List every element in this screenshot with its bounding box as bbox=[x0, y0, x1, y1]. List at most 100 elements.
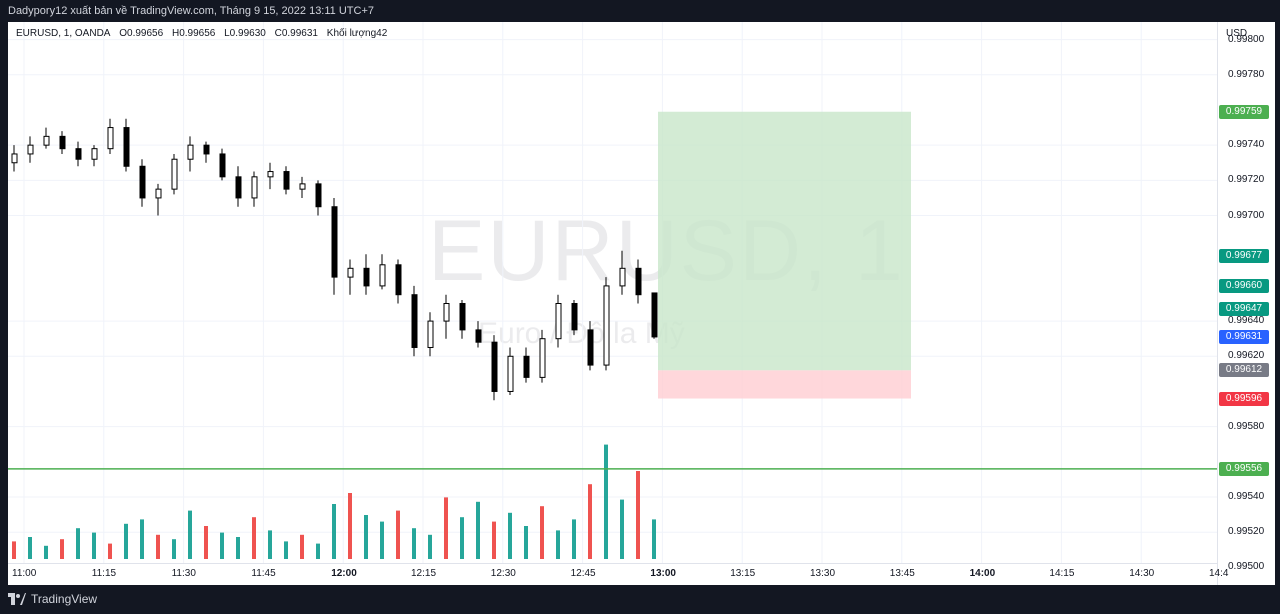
volume-bar bbox=[92, 532, 96, 559]
candle-body bbox=[283, 171, 290, 190]
volume-bar bbox=[524, 526, 528, 559]
currency-label: USD bbox=[1226, 28, 1248, 39]
time-tick-label: 14:15 bbox=[1049, 568, 1075, 579]
volume-bar bbox=[60, 539, 64, 559]
candle-body bbox=[315, 183, 322, 208]
time-tick-label: 12:30 bbox=[490, 568, 516, 579]
time-tick-label: 13:30 bbox=[810, 568, 836, 579]
volume-bar bbox=[204, 526, 208, 559]
price-label: 0.99556 bbox=[1219, 461, 1269, 476]
time-tick-label: 11:00 bbox=[12, 568, 37, 579]
time-axis[interactable]: 11:00 11:15 11:30 11:45 12:00 12:15 12:30 12:45… bbox=[8, 563, 1228, 585]
volume-bar bbox=[588, 484, 592, 559]
price-tick-label: 0.99540 bbox=[1228, 491, 1265, 503]
candle-body bbox=[651, 292, 658, 338]
candle-body bbox=[123, 127, 130, 167]
ohlc-legend: EURUSD, 1, OANDA O0.99656 H0.99656 L0.99… bbox=[16, 28, 393, 39]
legend-symbol[interactable]: EURUSD, 1, OANDA bbox=[16, 28, 111, 39]
volume-bar bbox=[460, 517, 464, 559]
candle-body bbox=[251, 176, 258, 199]
brand-name: TradingView bbox=[31, 592, 98, 606]
time-tick-label: 12:00 bbox=[331, 568, 357, 579]
volume-bar bbox=[236, 537, 240, 559]
price-tick-label: 0.99520 bbox=[1228, 526, 1265, 538]
candle-body bbox=[555, 303, 562, 340]
legend-close: C0.99631 bbox=[274, 28, 318, 39]
volume-bar bbox=[28, 537, 32, 559]
candle-body bbox=[427, 320, 434, 348]
long-position-stop-zone bbox=[658, 370, 911, 399]
publisher-header: Dadypory12 xuất bản về TradingView.com, … bbox=[8, 5, 374, 17]
price-tick-label: 0.99720 bbox=[1228, 174, 1265, 186]
candle-body bbox=[459, 303, 466, 331]
candle-body bbox=[91, 148, 98, 160]
legend-open: O0.99656 bbox=[119, 28, 164, 39]
price-tick-label: 0.99740 bbox=[1228, 139, 1265, 151]
volume-bar bbox=[636, 471, 640, 559]
price-axis[interactable]: USD 0.99800 0.99780 0.99740 0.99720 0.99700 0… bbox=[1217, 22, 1275, 585]
time-tick-label: 11:30 bbox=[171, 568, 196, 579]
volume-bar bbox=[604, 444, 608, 559]
candle-body bbox=[59, 135, 66, 150]
volume-bar bbox=[348, 493, 352, 559]
price-tick-label: 0.99580 bbox=[1228, 420, 1265, 432]
footer-bar: TradingView bbox=[0, 585, 1280, 614]
volume-bar bbox=[620, 499, 624, 559]
price-label: 0.99596 bbox=[1219, 391, 1269, 406]
candle-body bbox=[299, 183, 306, 190]
volume-bar bbox=[444, 497, 448, 559]
price-tick-label: 0.99800 bbox=[1228, 33, 1265, 45]
candle-body bbox=[27, 144, 34, 155]
candle-body bbox=[363, 267, 370, 287]
legend-high: H0.99656 bbox=[171, 28, 216, 39]
price-tick-label: 0.99640 bbox=[1228, 315, 1265, 327]
volume-bar bbox=[428, 534, 432, 559]
candle-body bbox=[603, 285, 610, 366]
time-tick-label: 11:15 bbox=[91, 568, 117, 579]
volume-bar bbox=[316, 543, 320, 559]
time-tick-label: 13:15 bbox=[730, 568, 756, 579]
price-chart-svg[interactable] bbox=[8, 22, 1217, 585]
volume-bar bbox=[380, 521, 384, 559]
candle-body bbox=[395, 264, 402, 296]
candle-body bbox=[75, 148, 82, 160]
price-tick-label: 0.99500 bbox=[1228, 561, 1265, 573]
volume-bar bbox=[188, 510, 192, 559]
candle-body bbox=[219, 153, 226, 178]
volume-bar bbox=[332, 504, 336, 559]
price-label: 0.99631 bbox=[1219, 329, 1269, 344]
candle-body bbox=[411, 294, 418, 348]
volume-bar bbox=[172, 539, 176, 559]
candle-body bbox=[107, 127, 114, 150]
volume-bar bbox=[300, 534, 304, 559]
time-tick-label: 14:30 bbox=[1129, 568, 1155, 579]
price-tick-label: 0.99780 bbox=[1228, 68, 1265, 80]
volume-bar bbox=[652, 519, 656, 559]
candle-body bbox=[571, 303, 578, 331]
chart-pane[interactable]: EURUSD, 1 Euro / Đô la Mỹ EURUSD, 1, OAN… bbox=[8, 22, 1217, 585]
price-label: 0.99612 bbox=[1219, 363, 1269, 378]
volume-bar bbox=[396, 510, 400, 559]
volume-bar bbox=[220, 532, 224, 559]
candle-body bbox=[491, 341, 498, 392]
candle-body bbox=[523, 355, 530, 378]
candle-body bbox=[587, 329, 594, 366]
candle-body bbox=[203, 144, 210, 155]
candle-body bbox=[171, 158, 178, 190]
volume-bar bbox=[412, 528, 416, 559]
candle-body bbox=[43, 135, 50, 146]
time-tick-label: 14:00 bbox=[969, 568, 996, 579]
volume-bar bbox=[156, 534, 160, 559]
volume-bar bbox=[540, 506, 544, 559]
candle-body bbox=[443, 303, 450, 322]
symbol-description-watermark: Euro / Đô la Mỹ bbox=[478, 317, 685, 350]
price-tick-label: 0.99700 bbox=[1228, 209, 1265, 221]
time-tick-label: 13:45 bbox=[889, 568, 915, 579]
volume-bar bbox=[12, 541, 16, 559]
volume-bar bbox=[284, 541, 288, 559]
candle-body bbox=[379, 264, 386, 287]
long-position-target-zone bbox=[658, 111, 911, 371]
candle-body bbox=[187, 144, 194, 160]
tradingview-logo[interactable]: TradingView bbox=[8, 592, 97, 606]
candle-body bbox=[635, 267, 642, 296]
